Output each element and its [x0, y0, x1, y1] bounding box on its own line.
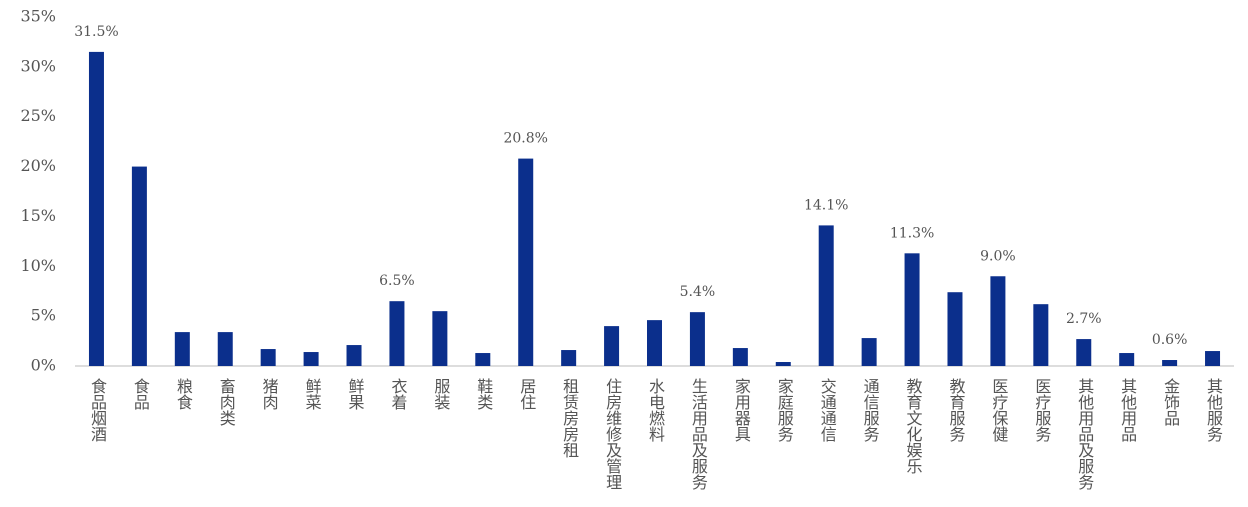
x-tick-label: 其他用品及服务	[1075, 378, 1094, 491]
x-tick-label: 鲜果	[346, 378, 365, 410]
y-tick-label: 5%	[31, 306, 56, 325]
y-tick-label: 35%	[20, 7, 56, 26]
bar	[947, 292, 963, 366]
y-tick-label: 10%	[20, 256, 56, 275]
x-tick-label: 猪肉	[260, 378, 279, 410]
bar	[389, 301, 405, 366]
bar	[1162, 360, 1178, 366]
bar	[346, 345, 362, 366]
x-tick-label: 食品	[131, 378, 150, 410]
x-tick-label: 家庭服务	[775, 378, 794, 443]
bar	[689, 312, 705, 366]
x-tick-label: 教育服务	[946, 378, 965, 443]
x-tick-label: 居住	[517, 378, 536, 410]
bar	[561, 350, 577, 366]
x-tick-label: 租赁房房租	[560, 378, 579, 458]
y-tick-label: 30%	[20, 56, 56, 75]
x-tick-label: 衣着	[388, 378, 407, 410]
bar	[1119, 353, 1135, 366]
bar	[131, 166, 147, 366]
bar	[604, 326, 620, 366]
x-tick-label: 家用器具	[732, 378, 751, 442]
y-tick-label: 20%	[20, 156, 56, 175]
x-tick-label: 住房维修及管理	[603, 378, 622, 490]
bar	[861, 338, 877, 366]
bar	[1205, 351, 1221, 366]
bar	[88, 51, 104, 367]
value-label: 0.6%	[1152, 332, 1188, 348]
bar	[775, 362, 791, 366]
value-label: 6.5%	[379, 273, 415, 289]
bar	[475, 353, 491, 366]
x-tick-label: 教育文化娱乐	[904, 378, 923, 474]
bar	[174, 332, 190, 366]
bar	[260, 349, 276, 366]
value-label: 5.4%	[680, 284, 716, 300]
x-tick-label: 鞋类	[474, 378, 493, 410]
bar	[732, 348, 748, 366]
value-label: 14.1%	[804, 197, 848, 213]
x-tick-label: 医疗服务	[1032, 378, 1051, 443]
bar	[217, 332, 233, 366]
x-tick-label: 金饰品	[1161, 378, 1180, 426]
x-tick-label: 通信服务	[861, 378, 880, 443]
value-label: 20.8%	[503, 131, 547, 147]
x-tick-label: 粮食	[174, 378, 193, 410]
x-tick-label: 医疗保健	[989, 378, 1008, 443]
x-tick-label: 服装	[431, 378, 450, 410]
bar	[303, 352, 319, 366]
bar	[1033, 304, 1049, 366]
x-tick-label: 鲜菜	[303, 378, 322, 410]
x-tick-label: 生活用品及服务	[689, 378, 708, 491]
x-tick-label: 其他用品	[1118, 378, 1137, 442]
bar	[1076, 339, 1092, 366]
bar	[432, 311, 448, 366]
value-label: 9.0%	[980, 248, 1016, 264]
value-label: 11.3%	[890, 225, 934, 241]
x-tick-label: 水电燃料	[646, 378, 665, 442]
bar	[518, 158, 534, 366]
x-tick-label: 畜肉类	[217, 378, 236, 426]
value-label: 2.7%	[1066, 311, 1102, 327]
x-tick-label: 交通通信	[818, 378, 837, 442]
bar	[904, 253, 920, 366]
x-tick-label: 食品烟酒	[88, 378, 107, 442]
y-tick-label: 25%	[20, 106, 56, 125]
value-label: 31.5%	[74, 24, 118, 40]
bar	[818, 225, 834, 366]
y-tick-label: 15%	[20, 206, 56, 225]
x-tick-label: 其他服务	[1204, 378, 1223, 443]
y-tick-label: 0%	[31, 356, 56, 375]
bar	[647, 320, 662, 366]
bar	[990, 276, 1006, 366]
